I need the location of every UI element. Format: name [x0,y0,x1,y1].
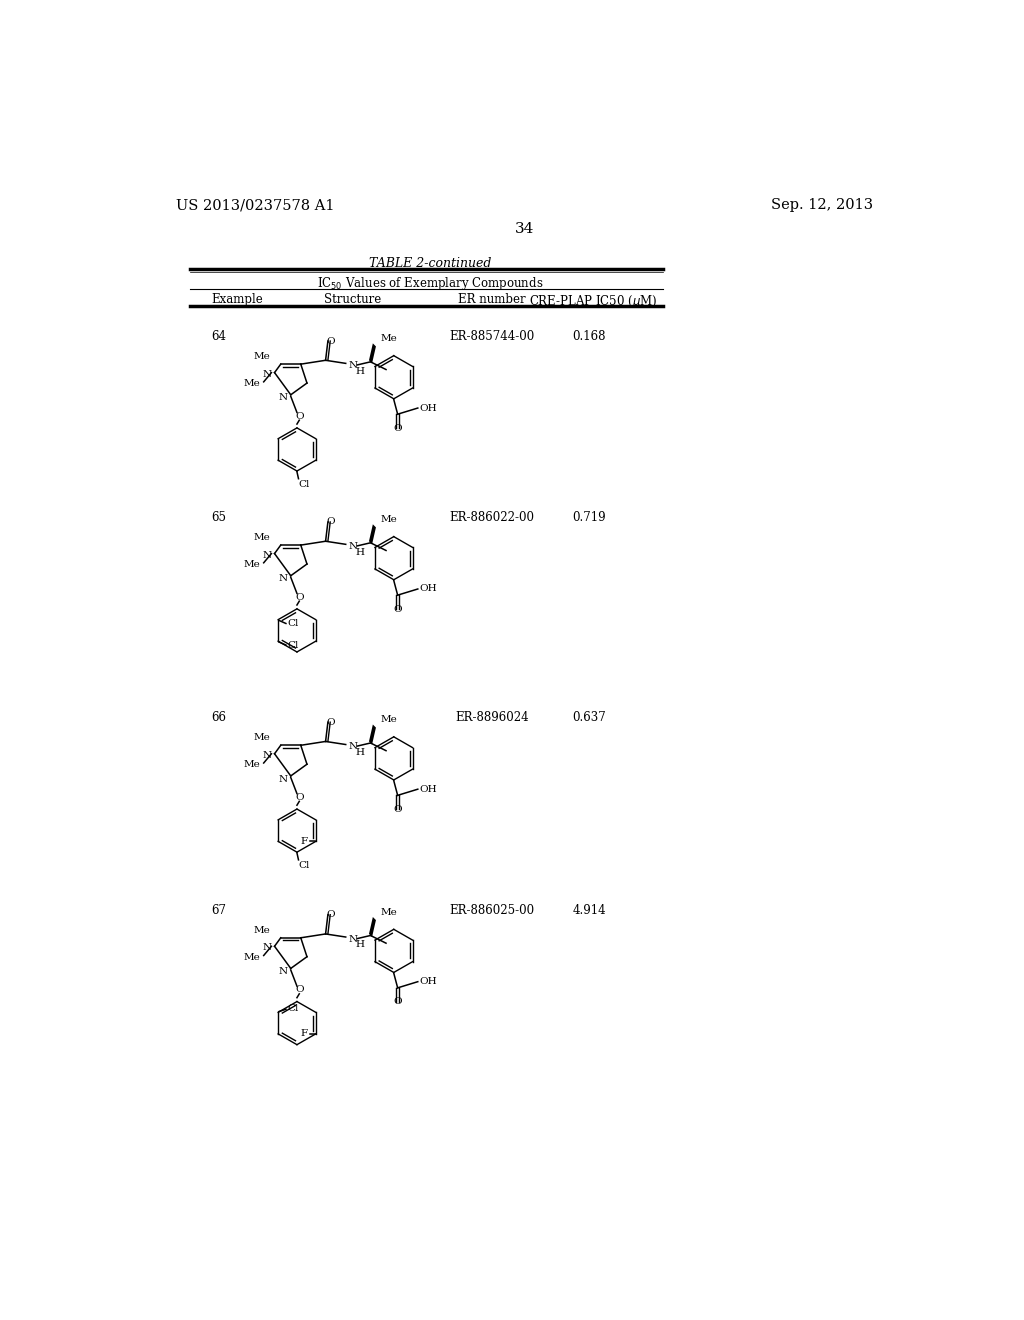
Text: O: O [393,997,402,1006]
Text: 0.637: 0.637 [572,711,606,725]
Text: US 2013/0237578 A1: US 2013/0237578 A1 [176,198,335,213]
Text: OH: OH [420,404,437,413]
Text: Sep. 12, 2013: Sep. 12, 2013 [771,198,873,213]
Text: Me: Me [254,533,270,543]
Text: H: H [355,747,364,756]
Text: 34: 34 [515,222,535,235]
Polygon shape [369,343,376,363]
Text: H: H [355,940,364,949]
Text: N: N [349,543,358,552]
Text: Me: Me [254,352,270,360]
Text: IC$_{50}$ Values of Exemplary Compounds: IC$_{50}$ Values of Exemplary Compounds [317,276,544,293]
Text: N: N [349,362,358,370]
Text: O: O [326,337,335,346]
Text: Cl: Cl [299,862,310,870]
Text: ER-885744-00: ER-885744-00 [450,330,535,343]
Text: N: N [262,550,271,560]
Text: Me: Me [381,715,397,725]
Text: O: O [326,911,335,919]
Text: 4.914: 4.914 [572,904,606,917]
Text: ER-886022-00: ER-886022-00 [450,511,535,524]
Text: ER number: ER number [459,293,526,306]
Text: Me: Me [244,953,260,961]
Text: N: N [279,775,288,784]
Text: Me: Me [254,733,270,742]
Text: O: O [295,793,303,803]
Text: Me: Me [244,379,260,388]
Text: 65: 65 [211,511,226,524]
Text: Me: Me [381,908,397,917]
Text: ER-886025-00: ER-886025-00 [450,904,535,917]
Text: F: F [301,837,308,846]
Text: O: O [393,605,402,614]
Text: F: F [301,1030,308,1039]
Polygon shape [369,917,376,937]
Text: OH: OH [420,585,437,594]
Text: 66: 66 [211,711,226,725]
Polygon shape [369,524,376,544]
Text: H: H [355,367,364,376]
Text: H: H [355,548,364,557]
Text: Cl: Cl [299,480,310,490]
Text: N: N [262,370,271,379]
Text: O: O [295,593,303,602]
Text: O: O [295,986,303,994]
Text: N: N [262,751,271,760]
Text: Me: Me [244,760,260,770]
Text: Example: Example [211,293,263,306]
Text: O: O [393,805,402,813]
Text: O: O [326,718,335,727]
Text: Cl: Cl [288,619,299,628]
Text: Structure: Structure [325,293,381,306]
Text: 0.168: 0.168 [572,330,606,343]
Text: CRE-PLAP IC50 ($\mu$M): CRE-PLAP IC50 ($\mu$M) [528,293,657,310]
Text: O: O [295,412,303,421]
Text: Cl: Cl [288,640,299,649]
Text: Me: Me [244,560,260,569]
Text: N: N [349,935,358,944]
Text: ER-8896024: ER-8896024 [456,711,529,725]
Text: Cl: Cl [288,1005,299,1012]
Text: Me: Me [381,334,397,343]
Text: O: O [326,517,335,527]
Text: Me: Me [381,515,397,524]
Text: 0.719: 0.719 [572,511,606,524]
Text: 64: 64 [211,330,226,343]
Text: TABLE 2-continued: TABLE 2-continued [369,257,492,271]
Text: OH: OH [420,784,437,793]
Text: OH: OH [420,977,437,986]
Text: Me: Me [254,925,270,935]
Polygon shape [369,725,376,744]
Text: N: N [262,944,271,952]
Text: N: N [279,968,288,975]
Text: 67: 67 [211,904,226,917]
Text: N: N [349,742,358,751]
Text: O: O [393,424,402,433]
Text: N: N [279,574,288,583]
Text: N: N [279,393,288,403]
